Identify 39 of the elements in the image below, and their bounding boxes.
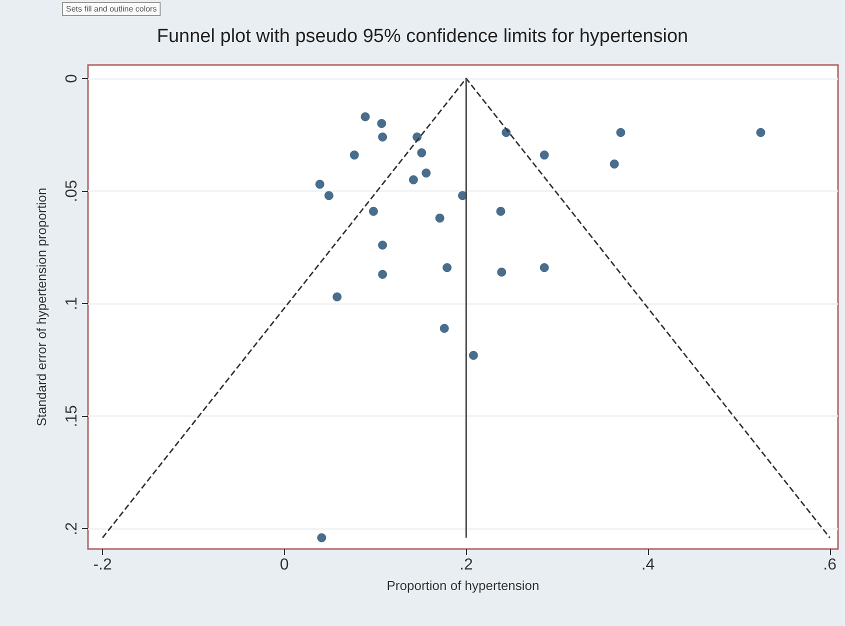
y-tick-label: .05 [64, 180, 80, 202]
y-tick-label: .1 [64, 296, 80, 310]
x-tick-label: 0 [280, 556, 289, 574]
x-tick-label: .6 [823, 556, 837, 574]
point [417, 148, 426, 158]
point [408, 175, 418, 184]
point [315, 180, 324, 189]
x-axis-title: Proportion of hypertension [386, 578, 540, 593]
point [610, 160, 619, 169]
point [368, 206, 378, 216]
point [377, 119, 386, 128]
point [317, 533, 326, 542]
point [540, 150, 549, 160]
point [378, 270, 388, 279]
point [496, 206, 506, 216]
point [350, 150, 359, 160]
y-tick-label: .15 [64, 404, 80, 428]
x-tick-label: .4 [641, 556, 655, 574]
point [435, 214, 444, 223]
point [756, 128, 766, 138]
y-axis-title: Standard error of hypertension proportion [34, 188, 49, 426]
y-tick-label: 0 [64, 74, 80, 83]
point [360, 112, 370, 122]
y-tick-label: .2 [64, 522, 80, 536]
point [440, 324, 449, 333]
chart-title: Funnel plot with pseudo 95% confidence limits for hypertension [156, 26, 688, 47]
point [442, 263, 452, 272]
point [378, 240, 388, 250]
point [324, 191, 334, 200]
text: Sets fill and outline colors [66, 4, 157, 14]
point [422, 168, 431, 178]
point [332, 292, 342, 302]
point [468, 350, 478, 360]
x-tick-label: .2 [460, 556, 473, 574]
point [540, 263, 549, 272]
point [378, 132, 388, 142]
point [497, 268, 506, 277]
point [616, 128, 626, 138]
x-tick-label: -.2 [93, 556, 112, 574]
